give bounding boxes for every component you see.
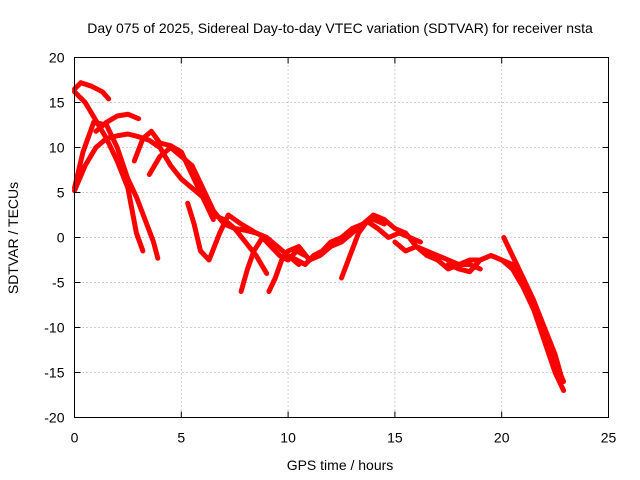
y-axis-ticks: -20 -15 -10 -5 0 5 10 15 20 — [44, 50, 609, 426]
x-tick-label: 0 — [71, 430, 79, 446]
series-line-arc-5 — [93, 111, 142, 134]
chart-grid — [74, 57, 609, 418]
series-line-arc-3 — [72, 119, 161, 261]
x-tick-label: 20 — [494, 430, 510, 446]
series-line-arc-6 — [131, 128, 270, 276]
x-tick-label: 10 — [280, 430, 296, 446]
y-tick-label: 20 — [49, 50, 65, 66]
y-tick-label: 0 — [57, 230, 65, 246]
y-tick-label: -5 — [52, 275, 65, 291]
x-tick-label: 5 — [177, 430, 185, 446]
y-tick-label: -20 — [44, 410, 64, 426]
series-line-arc-15 — [501, 235, 567, 384]
chart-title: Day 075 of 2025, Sidereal Day-to-day VTE… — [87, 20, 593, 36]
y-tick-label: 5 — [57, 185, 65, 201]
series-line-arc-11 — [285, 212, 483, 272]
chart-series-group — [72, 80, 567, 393]
x-tick-label: 25 — [601, 430, 617, 446]
y-tick-label: -15 — [44, 365, 64, 381]
series-line-arc-1 — [72, 80, 112, 102]
series-line-arc-12 — [339, 218, 423, 281]
series-line-arc-8 — [185, 200, 270, 263]
y-tick-label: 10 — [49, 140, 65, 156]
x-tick-label: 15 — [387, 430, 403, 446]
series-line-arc-9 — [238, 235, 308, 294]
y-tick-label: -10 — [44, 320, 64, 336]
series-line-arc-2 — [72, 89, 146, 254]
series-line-arc-14 — [445, 253, 564, 380]
series-line-arc-10 — [266, 217, 387, 294]
x-axis-ticks: 0 5 10 15 20 25 — [71, 57, 617, 446]
y-axis-label: SDTVAR / TECUs — [5, 182, 21, 294]
y-tick-label: 15 — [49, 95, 65, 111]
x-axis-label: GPS time / hours — [287, 457, 394, 473]
